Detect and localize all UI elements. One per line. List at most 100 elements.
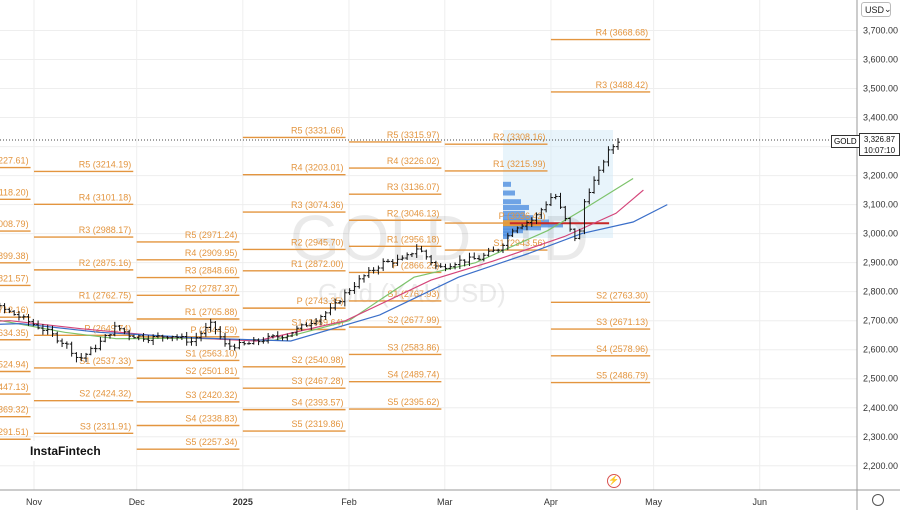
brand-logo: InstaFintech [26,441,106,461]
pivot-label-r5: R5 (3214.19) [79,159,132,169]
time-tick-label: Jun [752,497,767,507]
pivot-label-r5: R5 (2971.24) [185,230,238,240]
pivot-label-r3: R3 (2848.66) [185,266,238,276]
pivot-label-r2: R2 (3308.16) [493,132,546,142]
pivot-label-r3: R3 (3488.42) [596,80,649,90]
pivot-label-s1: S1 (2669.64) [291,318,343,328]
price-tick-label: 2,800.00 [863,287,898,297]
pivot-label-r3: R3 (3008.79) [0,219,29,229]
price-tick-label: 2,400.00 [863,403,898,413]
currency-label: USD [865,4,885,15]
price-axis[interactable]: 2,200.00 2,300.00 2,400.00 2,500.00 2,600.00… [863,26,898,471]
pivot-label-r4: R4 (3203.01) [291,163,344,173]
chevron-down-icon: ⌄ [884,4,892,14]
watermark-title: GOLD, 1D [290,202,589,274]
price-tick-label: 3,500.00 [863,84,898,94]
pivot-label-r4: R4 (3101.18) [79,192,132,202]
pivot-label-s3: S3 (2671.13) [596,317,648,327]
time-tick-label: 2025 [233,497,253,507]
pivot-label-r1: R1 (3215.99) [493,159,546,169]
price-tick-label: 3,000.00 [863,229,898,239]
price-tick-label: 2,200.00 [863,461,898,471]
moving-average-line [0,204,668,342]
current-price-value: 3,326.87 [863,135,896,144]
pivot-label-s4: S4 (2338.83) [185,414,237,424]
pivot-label-s3: S3 (2311.91) [80,421,131,431]
pivot-levels: R5 (3227.61) R4 (3118.20) R3 (3008.79) R2 (… [0,28,651,450]
pivot-label-r5: R5 (3331.66) [291,125,344,135]
pivot-label-r1: R1 (2872.00) [291,259,344,269]
lightning-icon[interactable]: ⚡ [607,474,621,488]
pivot-label-p: P (2866.23) [393,260,440,270]
symbol-tag: GOLD [831,135,860,148]
price-tick-label: 2,700.00 [863,316,898,326]
pivot-label-r5: R5 (3227.61) [0,156,29,166]
volume-bar [503,181,511,187]
pivot-label-s2: S2 (2501.81) [185,366,237,376]
price-tick-label: 3,100.00 [863,200,898,210]
pivot-label-s1: S1 (2634.35) [0,328,29,338]
pivot-label-r2: R2 (2945.70) [291,237,344,247]
pivot-label-r4: R4 (3118.20) [0,187,29,197]
current-price-tag: 3,326.87 10:07:10 [859,133,900,156]
price-tick-label: 3,700.00 [863,26,898,36]
volume-bar [503,205,529,211]
moving-average-line [0,189,644,342]
price-tick-label: 3,600.00 [863,55,898,65]
pivot-label-r2: R2 (2899.38) [0,251,29,261]
pivot-label-s5: S5 (2486.79) [596,371,648,381]
pivot-label-r3: R3 (3074.36) [291,200,344,210]
bar-countdown: 10:07:10 [863,146,896,155]
pivot-label-r4: R4 (2909.95) [185,248,238,258]
pivot-label-s3: S3 (2583.86) [387,342,439,352]
pivot-label-s5: S5 (2319.86) [291,419,343,429]
pivot-label-s5: S5 (2257.34) [185,437,237,447]
volume-bar [503,210,525,216]
time-tick-label: Feb [341,497,357,507]
pivot-label-s3: S3 (2467.28) [291,376,343,386]
price-tick-label: 2,900.00 [863,258,898,268]
time-tick-label: Dec [129,497,146,507]
pivot-label-r2: R2 (3046.13) [387,208,440,218]
time-tick-label: Apr [544,497,558,507]
pivot-label-p: P (3036.42) [499,211,546,221]
pivot-label-r4: R4 (3226.02) [387,156,440,166]
pivot-label-s2: S2 (2677.99) [387,315,439,325]
grid [0,0,857,490]
pivot-label-s4: S4 (2578.96) [596,344,648,354]
candles [0,138,621,363]
pivot-label-r1: R1 (2762.75) [79,290,132,300]
pivot-label-r1: R1 (2821.57) [0,273,29,283]
pivot-label-s3: S3 (2420.32) [185,390,237,400]
pivot-label-s5: S5 (2291.51) [0,427,29,437]
pivot-label-r3: R3 (3136.07) [387,182,440,192]
pivot-label-s1: S1 (2563.10) [185,348,237,358]
pivot-label-r1: R1 (2705.88) [185,307,238,317]
pivot-label-s2: S2 (2540.98) [291,355,343,365]
price-tick-label: 2,600.00 [863,345,898,355]
time-axis[interactable]: Nov Dec 2025 Feb Mar Apr May Jun [26,497,767,507]
time-tick-label: Nov [26,497,43,507]
pivot-label-p: P (2644.59) [191,325,238,335]
pivot-label-r4: R4 (3668.68) [596,28,649,38]
price-tick-label: 3,400.00 [863,113,898,123]
pivot-label-s2: S2 (2524.94) [0,360,29,370]
pivot-label-s4: S4 (2489.74) [387,370,439,380]
pivot-label-p: P (2649.74) [84,323,131,333]
pivot-label-r1: R1 (2956.18) [387,234,440,244]
time-tick-label: May [645,497,663,507]
price-tick-label: 2,300.00 [863,432,898,442]
price-tick-label: 3,200.00 [863,171,898,181]
volume-bar [503,234,509,240]
pivot-label-s1: S1 (2767.93) [387,289,439,299]
pivot-label-r5: R5 (3315.97) [387,130,440,140]
volume-bar [503,215,533,221]
settings-icon[interactable] [872,494,884,506]
pivot-label-r2: R2 (2875.16) [79,258,132,268]
pivot-label-r2: R2 (2787.37) [185,283,238,293]
currency-selector[interactable]: USD ⌄ [861,2,892,17]
pivot-label-p: P (2743.35) [297,296,344,306]
pivot-label-s5: S5 (2395.62) [387,397,439,407]
pivot-label-s3: S3 (2447.13) [0,382,29,392]
